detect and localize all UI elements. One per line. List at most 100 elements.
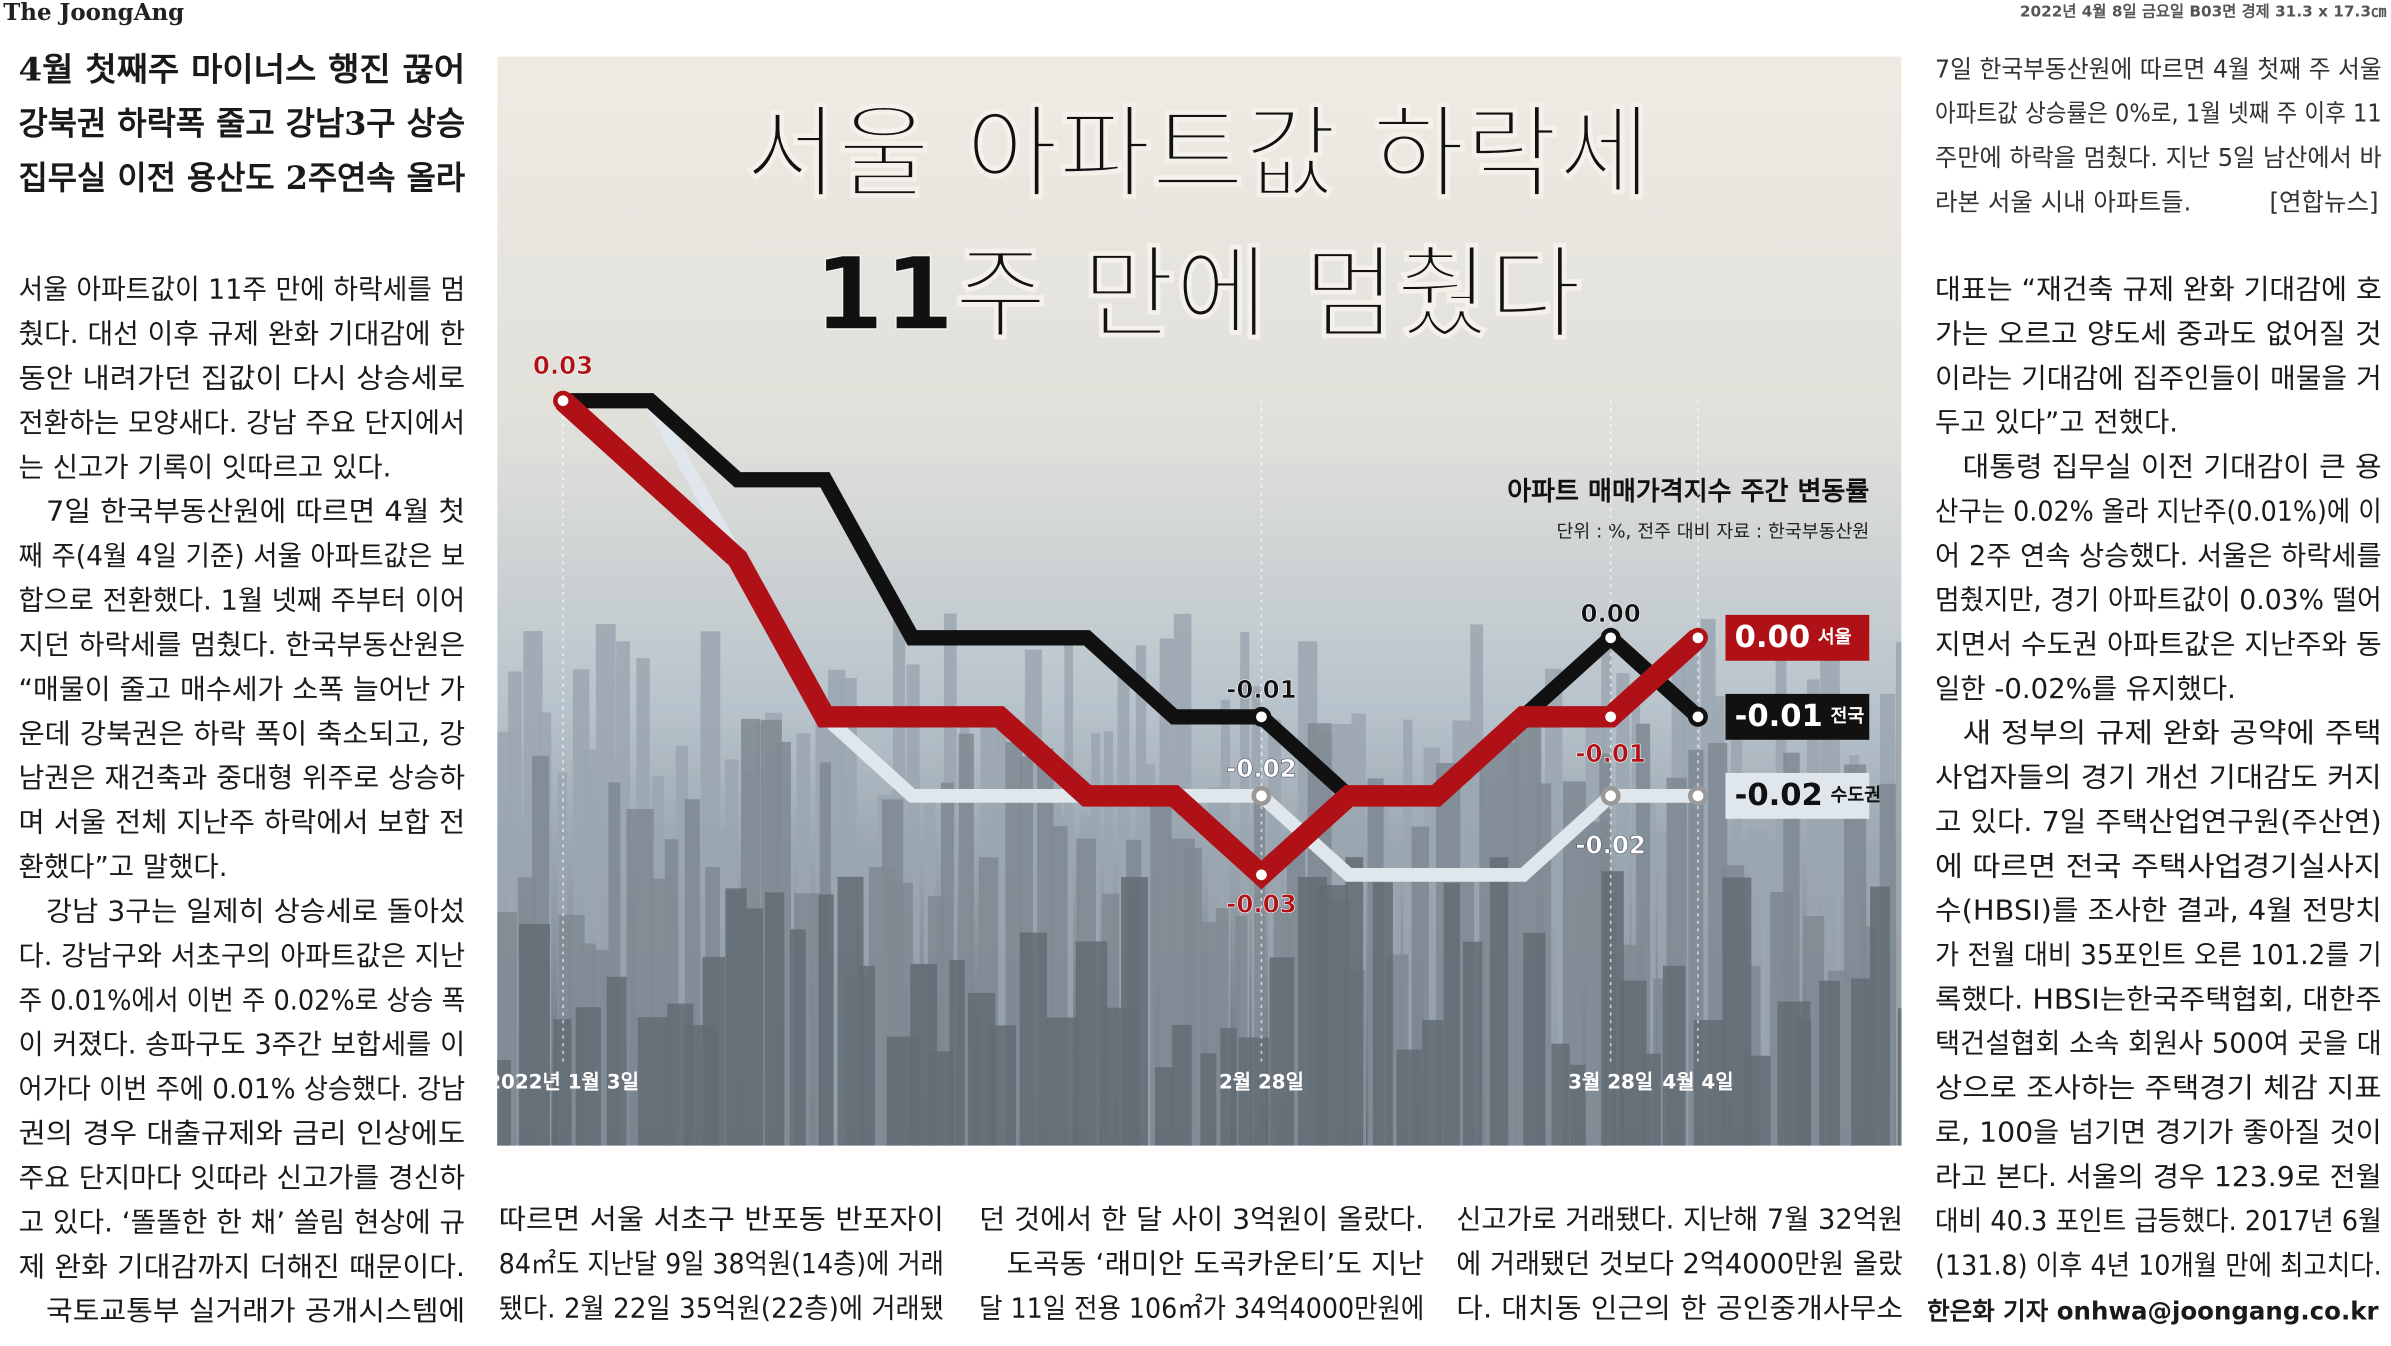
article-line: 운데 강북권은 하락 폭이 축소되고, 강	[19, 718, 466, 750]
point-marker	[1251, 706, 1272, 727]
legend-value: -0.01	[1735, 698, 1823, 733]
article-line: 대표는 “재건축 규제 완화 기대감에 호	[1935, 274, 2382, 306]
building	[1240, 632, 1250, 1146]
legend-box	[1725, 614, 1870, 661]
article-line: 사업자들의 경기 개선 기대감도 커지	[1935, 762, 2382, 794]
building	[1396, 1049, 1422, 1146]
article-line: 췄다. 대선 이후 규제 완화 기대감에 한	[19, 318, 466, 350]
article-line: 멈췄지만, 경기 아파트값이 0.03% 떨어	[1935, 584, 2382, 616]
article-line: 라고 본다. 서울의 경우 123.9로 전월	[1935, 1161, 2382, 1193]
building	[1523, 932, 1546, 1146]
article-line: 에 따르면 전국 주택사업경기실사지	[1935, 850, 2382, 882]
building	[1238, 1037, 1270, 1146]
legend-box	[1725, 693, 1870, 740]
building	[637, 1017, 669, 1146]
point-marker	[1688, 627, 1708, 648]
article-line: 던 것에서 한 달 사이 3억원이 올랐다.	[979, 1204, 1424, 1236]
photo-caption: 라본 서울 시내 아파트들.	[1935, 187, 2191, 216]
legend-label: 0.00 서울	[1735, 619, 1852, 654]
subhead: 4월 첫째주 마이너스 행진 끊어	[19, 50, 466, 88]
x-tick-label: 4월 4일	[1662, 1070, 1733, 1093]
article-line: 이 커졌다. 송파구도 3주간 보합세를 이	[19, 1029, 466, 1061]
legend-label: -0.01 전국	[1735, 698, 1865, 733]
building	[1200, 1053, 1217, 1146]
article-line: 강남 3구는 일제히 상승세로 돌아섰	[46, 895, 465, 927]
building	[1403, 719, 1413, 1146]
article-line: 이라는 기대감에 집주인들이 매물을 거	[1935, 362, 2382, 394]
point-marker	[1688, 785, 1708, 806]
data-label: -0.01	[1226, 675, 1297, 704]
article-line: 지던 하락세를 멈췄다. 한국부동산원은	[19, 629, 466, 661]
x-tick-label: 2022년 1월 3일	[487, 1070, 639, 1093]
dateline: 2022년 4월 8일 금요일 B03면 경제 31.3 x 17.3㎝	[2020, 3, 2387, 21]
article-line: 고 있다. ‘똘똘한 한 채’ 쏠림 현상에 규	[19, 1206, 466, 1238]
building	[1662, 965, 1686, 1146]
building	[1345, 857, 1364, 1146]
article-line: 됐다. 2월 22일 35억원(22층)에 거래됐	[499, 1292, 944, 1324]
building	[1897, 1008, 1902, 1146]
building	[1269, 957, 1295, 1146]
chart-headline: 서울 아파트값 하락세	[745, 94, 1651, 212]
article-line: 합으로 전환했다. 1월 넷째 주부터 이어	[19, 585, 466, 617]
byline: 한은화 기자 onhwa@joongang.co.kr	[1927, 1296, 2378, 1325]
article-line: 에 거래됐던 것보다 2억4000만원 올랐	[1456, 1248, 1903, 1280]
data-label: -0.02	[1575, 830, 1646, 859]
building	[497, 1059, 512, 1146]
article-line: 주 0.01%에서 이번 주 0.02%로 상승 폭	[19, 984, 466, 1016]
article-line: 며 서울 전체 지난주 하락에서 보합 전	[19, 807, 466, 839]
building	[1462, 941, 1483, 1146]
building	[519, 923, 550, 1146]
building	[1046, 1017, 1079, 1146]
article-line: 권의 경우 대출규제와 금리 인상에도	[19, 1118, 466, 1150]
article-line: 택건설협회 소속 회원사 500여 곳을 대	[1935, 1028, 2382, 1060]
building	[606, 976, 627, 1146]
data-label: 0.03	[533, 351, 593, 380]
legend-box	[1725, 772, 1870, 819]
point-marker	[1251, 864, 1272, 885]
building	[1643, 1053, 1661, 1146]
subhead: 강북권 하락폭 줄고 강남3구 상승	[19, 105, 466, 143]
data-label: -0.02	[1226, 754, 1297, 783]
article-line: 남권은 재건축과 중대형 위주로 상승하	[19, 762, 466, 794]
article-line: 다. 강남구와 서초구의 아파트값은 지난	[19, 940, 466, 972]
building	[1570, 1064, 1586, 1146]
building	[1150, 785, 1172, 1146]
article-line: 다. 대치동 인근의 한 공인중개사무소	[1456, 1292, 1903, 1324]
building	[1796, 1018, 1812, 1146]
building	[1145, 764, 1155, 1146]
chart-subtitle: 단위 : %, 전주 대비 자료 : 한국부동산원	[1557, 521, 1870, 542]
building	[1019, 932, 1047, 1146]
article-line: 새 정부의 규제 완화 공약에 주택	[1963, 717, 2382, 749]
photo-caption: 아파트값 상승률은 0%로, 1월 넷째 주 이후 11	[1935, 99, 2382, 128]
point-marker	[1600, 627, 1621, 648]
article-line: 수(HBSI)를 조사한 결과, 4월 전망치	[1935, 895, 2382, 927]
subhead: 집무실 이전 용산도 2주연속 올라	[19, 159, 466, 197]
building	[1155, 1067, 1175, 1146]
legend-value: 0.00	[1735, 619, 1810, 654]
article-line: 고 있다. 7일 주택산업연구원(주산연)	[1935, 806, 2382, 838]
building	[1372, 882, 1393, 1146]
building	[1870, 886, 1890, 1146]
article-line: 동안 내려가던 집값이 다시 상승세로	[19, 362, 466, 394]
building	[746, 908, 764, 1146]
point-marker	[1688, 706, 1708, 727]
article-line: 전환하는 모양새다. 강남 주요 단지에서	[19, 407, 466, 439]
building	[996, 726, 1007, 1146]
building	[725, 888, 747, 1146]
building	[608, 782, 621, 1146]
chart-headline: 11주 만에 멈췄다	[814, 235, 1582, 353]
data-label: 0.00	[1580, 599, 1640, 628]
article-line: 신고가로 거래됐다. 지난해 7월 32억원	[1456, 1204, 1903, 1236]
data-label: -0.03	[1226, 889, 1297, 918]
article-line: 대비 40.3 포인트 급등했다. 2017년 6월	[1935, 1205, 2382, 1237]
building	[987, 1025, 1017, 1146]
building	[764, 892, 785, 1146]
article-line: 84㎡도 지난달 9일 38억원(14층)에 거래	[499, 1248, 944, 1280]
article-line: 대통령 집무실 이전 기대감이 큰 용	[1963, 451, 2382, 483]
article-line: 7일 한국부동산원에 따르면 4월 첫	[46, 496, 465, 528]
article-line: 지면서 수도권 아파트값은 지난주와 동	[1935, 628, 2382, 660]
building	[1121, 877, 1148, 1146]
building	[949, 959, 965, 1146]
